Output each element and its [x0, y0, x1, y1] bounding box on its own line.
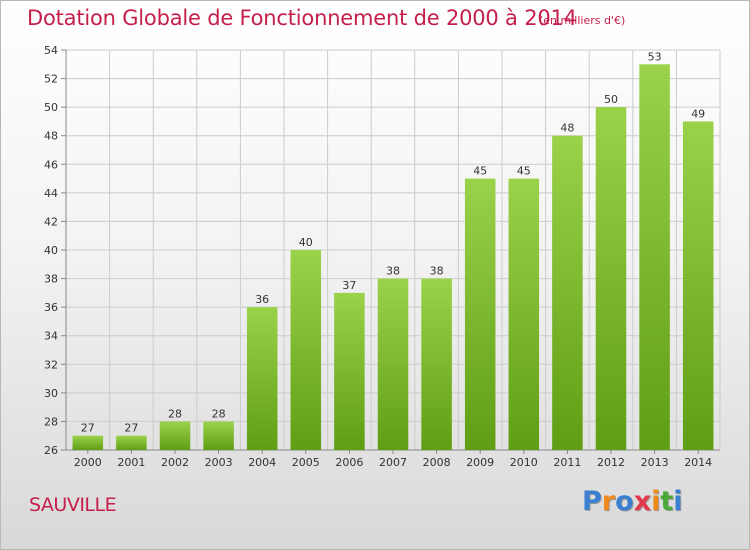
data-label: 49 — [691, 107, 705, 120]
x-tick-label: 2004 — [248, 456, 276, 469]
y-tick-label: 42 — [44, 215, 58, 228]
x-tick-label: 2011 — [553, 456, 581, 469]
y-tick-label: 32 — [44, 358, 58, 371]
x-tick-label: 2014 — [684, 456, 712, 469]
data-label: 38 — [430, 265, 444, 278]
bar — [334, 292, 365, 450]
logo-letter: i — [651, 486, 661, 517]
data-label: 45 — [473, 165, 487, 178]
data-label: 37 — [342, 279, 356, 292]
bar — [595, 107, 627, 451]
bar — [421, 278, 452, 450]
data-label: 38 — [386, 265, 400, 278]
x-tick-label: 2000 — [74, 456, 102, 469]
data-label: 27 — [81, 422, 95, 435]
data-label: 48 — [560, 122, 574, 135]
x-tick-label: 2002 — [161, 456, 189, 469]
bar — [464, 178, 496, 451]
y-tick-label: 46 — [44, 158, 58, 171]
y-tick-label: 36 — [44, 301, 58, 314]
y-tick-label: 54 — [44, 44, 58, 57]
chart-unit: (en milliers d'€) — [539, 14, 626, 27]
bars — [72, 64, 714, 451]
bar — [552, 135, 583, 450]
logo-letter: r — [601, 486, 616, 517]
x-tick-label: 2001 — [117, 456, 145, 469]
bar — [159, 421, 191, 450]
y-tick-label: 28 — [44, 415, 58, 428]
x-tick-label: 2006 — [335, 456, 363, 469]
data-label: 28 — [168, 407, 182, 420]
x-tick-label: 2013 — [641, 456, 669, 469]
proxiti-logo: Proxiti — [582, 486, 683, 517]
labels: 26 28 30 32 34 36 38 40 42 44 46 48 50 52 54 27 2000 27 20… — [44, 44, 712, 469]
x-tick-label: 2008 — [423, 456, 451, 469]
logo-letter: x — [633, 486, 652, 517]
chart-title: Dotation Globale de Fonctionnement de 20… — [27, 6, 577, 30]
y-tick-label: 34 — [44, 330, 58, 343]
y-tick-label: 40 — [44, 244, 58, 257]
bar — [639, 64, 670, 451]
x-tick-label: 2003 — [205, 456, 233, 469]
data-label: 40 — [299, 236, 313, 249]
logo-letter: P — [582, 486, 602, 517]
bar — [203, 421, 234, 450]
x-tick-label: 2012 — [597, 456, 625, 469]
bar — [508, 178, 540, 451]
logo-letter: o — [615, 486, 634, 517]
bar — [72, 435, 104, 450]
bar — [682, 121, 714, 450]
commune-name: SAUVILLE — [29, 494, 117, 516]
y-tick-label: 38 — [44, 273, 58, 286]
data-label: 45 — [517, 165, 531, 178]
y-tick-label: 30 — [44, 387, 58, 400]
logo-letter: t — [660, 486, 674, 517]
x-tick-label: 2005 — [292, 456, 320, 469]
x-tick-label: 2007 — [379, 456, 407, 469]
bar — [116, 435, 147, 450]
y-tick-label: 52 — [44, 73, 58, 86]
y-tick-label: 26 — [44, 444, 58, 457]
x-tick-label: 2010 — [510, 456, 538, 469]
data-label: 50 — [604, 93, 618, 106]
y-tick-label: 50 — [44, 101, 58, 114]
logo-letter: i — [673, 486, 683, 517]
data-label: 28 — [212, 407, 226, 420]
y-tick-label: 44 — [44, 187, 58, 200]
data-label: 27 — [124, 422, 138, 435]
x-tick-label: 2009 — [466, 456, 494, 469]
bar — [290, 250, 322, 450]
y-tick-label: 48 — [44, 130, 58, 143]
bar — [377, 278, 409, 450]
data-label: 53 — [648, 50, 662, 63]
bar — [246, 307, 278, 450]
data-label: 36 — [255, 293, 269, 306]
